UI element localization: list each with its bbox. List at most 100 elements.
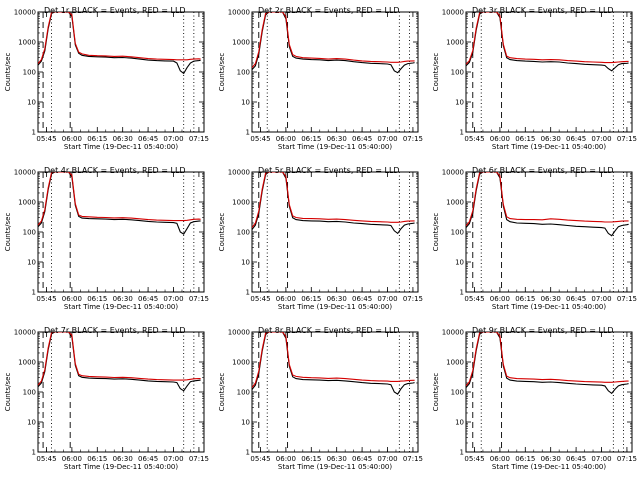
x-tick-label: 06:45: [352, 455, 372, 463]
x-tick-label: 06:30: [327, 135, 347, 143]
detector-plot: 1 10 100 1000 10000 05:45 06:00 06:15 06:30 06:45…: [432, 6, 637, 151]
events-series-line: [38, 172, 201, 235]
x-tick-label: 06:15: [87, 295, 107, 303]
y-tick-label: 10000: [14, 329, 36, 337]
x-axis-label: Start Time (19-Dec-11 05:40:00): [492, 463, 606, 471]
y-axis-label: Counts/sec: [218, 53, 226, 92]
x-tick-label: 07:15: [189, 455, 209, 463]
events-series-line: [466, 172, 629, 237]
plot-frame: [37, 11, 205, 133]
detector-plot: 1 10 100 1000 10000 05:45 06:00 06:15 06:30 06:45…: [432, 166, 637, 311]
x-axis-label: Start Time (19-Dec-11 05:40:00): [278, 303, 392, 311]
x-tick-label: 07:15: [617, 455, 637, 463]
y-tick-label: 1: [460, 129, 464, 137]
x-tick-label: 07:15: [189, 295, 209, 303]
y-tick-label: 1000: [18, 359, 36, 367]
y-tick-label: 10000: [14, 9, 36, 17]
x-tick-label: 05:45: [250, 135, 270, 143]
x-tick-label: 07:00: [377, 455, 397, 463]
x-tick-label: 06:30: [327, 455, 347, 463]
x-axis-label: Start Time (19-Dec-11 05:40:00): [278, 463, 392, 471]
x-tick-label: 06:15: [515, 135, 535, 143]
x-tick-label: 07:15: [403, 455, 423, 463]
x-tick-label: 07:00: [591, 455, 611, 463]
y-tick-label: 100: [451, 229, 464, 237]
lld-series-line: [466, 172, 629, 227]
x-tick-label: 06:45: [138, 455, 158, 463]
x-axis-label: Start Time (19-Dec-11 05:40:00): [492, 143, 606, 151]
y-tick-label: 100: [23, 69, 36, 77]
events-series-line: [466, 332, 629, 395]
x-tick-label: 05:45: [464, 295, 484, 303]
detector-plot: 1 10 100 1000 10000 05:45 06:00 06:15 06:30 06:45…: [4, 326, 209, 471]
x-tick-label: 06:15: [515, 455, 535, 463]
x-tick-label: 07:00: [163, 455, 183, 463]
x-tick-label: 06:15: [301, 135, 321, 143]
detector-plot: 1 10 100 1000 10000 05:45 06:00 06:15 06:30 06:45…: [4, 6, 209, 151]
plot-title: Det 4r BLACK = Events, RED = LLD: [44, 166, 186, 175]
y-tick-label: 100: [451, 69, 464, 77]
x-tick-label: 07:00: [591, 135, 611, 143]
plot-frame: [251, 11, 419, 133]
plot-title: Det 7r BLACK = Events, RED = LLD: [44, 326, 186, 335]
y-tick-label: 10: [241, 419, 250, 427]
x-tick-label: 06:30: [327, 295, 347, 303]
x-tick-label: 06:00: [276, 455, 296, 463]
y-tick-label: 10000: [14, 169, 36, 177]
detector-plot: 1 10 100 1000 10000 05:45 06:00 06:15 06:30 06:45…: [218, 166, 423, 311]
x-tick-label: 06:45: [566, 295, 586, 303]
x-tick-label: 06:15: [87, 455, 107, 463]
x-tick-label: 05:45: [36, 455, 56, 463]
y-axis-label: Counts/sec: [218, 373, 226, 412]
y-tick-label: 1000: [232, 359, 250, 367]
x-tick-label: 06:00: [490, 455, 510, 463]
plot-title: Det 6r BLACK = Events, RED = LLD: [472, 166, 614, 175]
y-tick-label: 10000: [228, 9, 250, 17]
y-tick-label: 1: [460, 289, 464, 297]
y-tick-label: 10: [455, 259, 464, 267]
x-tick-label: 06:00: [490, 295, 510, 303]
plot-frame: [465, 331, 633, 453]
x-tick-label: 06:45: [566, 135, 586, 143]
detector-plot: 1 10 100 1000 10000 05:45 06:00 06:15 06:30 06:45…: [218, 6, 423, 151]
y-tick-label: 1: [246, 289, 250, 297]
x-tick-label: 06:00: [62, 135, 82, 143]
x-tick-label: 06:15: [301, 455, 321, 463]
x-tick-label: 05:45: [250, 455, 270, 463]
y-axis-label: Counts/sec: [432, 213, 440, 252]
lld-series-line: [252, 12, 415, 68]
y-tick-label: 10000: [228, 329, 250, 337]
y-tick-label: 100: [237, 69, 250, 77]
events-series-line: [252, 172, 415, 235]
x-tick-label: 05:45: [36, 135, 56, 143]
y-tick-label: 10: [241, 99, 250, 107]
x-tick-label: 06:45: [352, 295, 372, 303]
y-tick-label: 1000: [232, 199, 250, 207]
detector-plot: 1 10 100 1000 10000 05:45 06:00 06:15 06:30 06:45…: [432, 326, 637, 471]
x-tick-label: 07:00: [377, 295, 397, 303]
plot-frame: [251, 331, 419, 453]
events-series-line: [252, 12, 415, 74]
lld-series-line: [466, 12, 629, 65]
x-tick-label: 06:30: [113, 135, 133, 143]
y-tick-label: 1000: [446, 39, 464, 47]
y-tick-label: 1000: [446, 359, 464, 367]
y-tick-label: 1: [460, 449, 464, 457]
x-tick-label: 06:30: [541, 295, 561, 303]
x-tick-label: 06:00: [62, 455, 82, 463]
y-tick-label: 1000: [232, 39, 250, 47]
x-tick-label: 06:15: [301, 295, 321, 303]
y-axis-label: Counts/sec: [218, 213, 226, 252]
y-tick-label: 1000: [446, 199, 464, 207]
x-tick-label: 06:15: [87, 135, 107, 143]
x-tick-label: 06:45: [138, 295, 158, 303]
x-tick-label: 06:30: [113, 295, 133, 303]
plot-frame: [465, 11, 633, 133]
x-tick-label: 06:45: [138, 135, 158, 143]
x-axis-label: Start Time (19-Dec-11 05:40:00): [64, 143, 178, 151]
x-tick-label: 07:15: [617, 295, 637, 303]
y-tick-label: 10: [455, 99, 464, 107]
y-axis-label: Counts/sec: [4, 373, 12, 412]
plot-title: Det 1r BLACK = Events, RED = LLD: [44, 6, 186, 15]
x-tick-label: 07:00: [163, 135, 183, 143]
